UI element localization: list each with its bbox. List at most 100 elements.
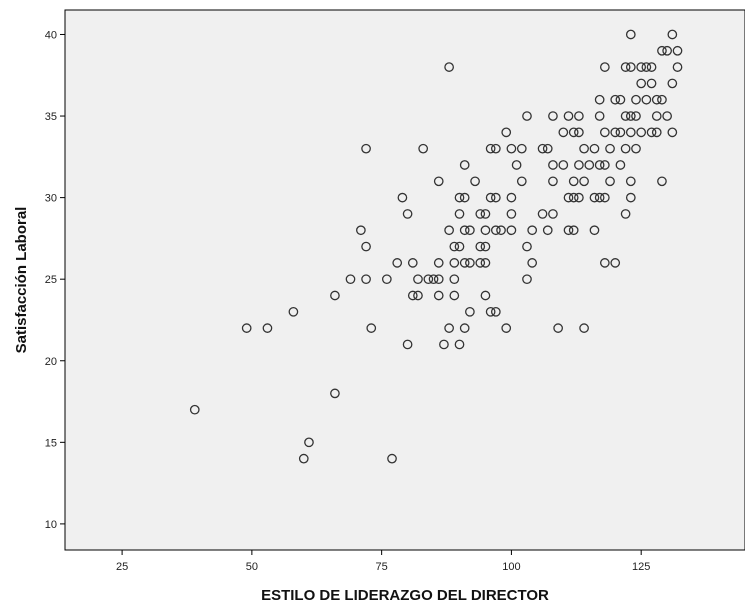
scatter-point — [568, 192, 579, 203]
scatter-point — [568, 176, 579, 187]
scatter-point — [574, 111, 584, 121]
plot-area — [64, 9, 745, 551]
y-tick-label: 10 — [45, 519, 57, 531]
scatter-point — [522, 111, 532, 121]
scatter-point — [490, 192, 501, 203]
scatter-point — [636, 78, 647, 89]
x-tick-label: 125 — [632, 561, 650, 573]
scatter-point — [589, 192, 600, 203]
scatter-point — [407, 290, 418, 301]
scatter-point — [449, 258, 460, 268]
scatter-point — [548, 209, 558, 219]
scatter-point — [636, 62, 647, 72]
scatter-point — [651, 111, 662, 121]
scatter-point — [480, 290, 491, 301]
x-axis: 25 50 75 100 125 — [116, 550, 650, 573]
scatter-point — [381, 274, 392, 285]
scatter-point — [392, 258, 403, 268]
scatter-point — [522, 241, 532, 252]
y-tick-label: 25 — [45, 274, 57, 286]
scatter-point — [522, 274, 532, 285]
scatter-point — [527, 258, 538, 268]
scatter-point — [615, 127, 626, 138]
scatter-point — [402, 209, 413, 219]
x-axis-title: ESTILO DE LIDERAZGO DEL DIRECTOR — [261, 587, 549, 604]
y-tick-label: 35 — [45, 111, 57, 123]
scatter-point — [361, 274, 371, 285]
scatter-point — [459, 160, 470, 170]
scatter-point — [636, 127, 647, 138]
scatter-point — [490, 225, 501, 236]
scatter-point — [646, 127, 657, 138]
scatter-point — [657, 176, 667, 187]
scatter-point — [475, 209, 486, 219]
scatter-point — [574, 160, 584, 170]
scatter-point — [563, 192, 574, 203]
scatter-point — [356, 225, 366, 236]
scatter-point — [625, 192, 636, 203]
scatter-point — [594, 94, 605, 105]
scatter-point — [418, 143, 429, 154]
scatter-point — [615, 94, 626, 105]
scatter-point — [516, 143, 527, 154]
scatter-point — [563, 111, 574, 121]
scatter-point — [625, 111, 636, 121]
scatter-point — [485, 192, 496, 203]
scatter-point — [620, 111, 631, 121]
scatter-point — [594, 111, 605, 121]
scatter-point — [480, 209, 491, 219]
scatter-point — [439, 339, 449, 350]
scatter-point — [330, 388, 340, 399]
scatter-point — [262, 323, 273, 333]
scatter-point — [330, 290, 340, 301]
scatter-point — [667, 127, 678, 138]
scatter-point — [459, 323, 470, 333]
scatter-point — [449, 274, 460, 285]
scatter-point — [568, 127, 579, 138]
scatter-point — [465, 225, 475, 236]
scatter-point — [605, 143, 615, 154]
scatter-point — [651, 127, 662, 138]
x-tick-label: 75 — [376, 561, 388, 573]
scatter-point — [490, 143, 501, 154]
scatter-point — [584, 160, 595, 170]
scatter-point — [485, 306, 496, 317]
scatter-point — [620, 209, 631, 219]
scatter-point — [361, 143, 371, 154]
scatter-point — [459, 258, 470, 268]
scatter-point — [662, 111, 672, 121]
scatter-point — [610, 127, 621, 138]
scatter-point — [345, 274, 356, 285]
scatter-point — [423, 274, 434, 285]
scatter-point — [641, 94, 652, 105]
scatter-point — [402, 339, 413, 350]
scatter-point — [454, 241, 465, 252]
scatter-point — [657, 45, 667, 56]
scatter-point — [433, 176, 444, 187]
scatter-point — [625, 127, 636, 138]
scatter-point — [189, 404, 200, 415]
scatter-point — [387, 453, 397, 464]
data-points — [189, 29, 683, 464]
x-tick-label: 100 — [502, 561, 520, 573]
scatter-point — [631, 143, 641, 154]
scatter-point — [485, 143, 496, 154]
scatter-point — [599, 160, 610, 170]
scatter-point — [501, 127, 512, 138]
scatter-point — [568, 225, 579, 236]
scatter-point — [454, 209, 465, 219]
scatter-point — [480, 241, 491, 252]
scatter-point — [646, 78, 657, 89]
scatter-point — [662, 45, 672, 56]
scatter-point — [361, 241, 371, 252]
scatter-point — [625, 176, 636, 187]
scatter-point — [574, 127, 584, 138]
scatter-point — [496, 225, 506, 236]
scatter-point — [589, 225, 600, 236]
scatter-point — [366, 323, 377, 333]
scatter-point — [516, 176, 527, 187]
scatter-point — [548, 160, 558, 170]
scatter-point — [506, 209, 517, 219]
scatter-point — [459, 225, 470, 236]
